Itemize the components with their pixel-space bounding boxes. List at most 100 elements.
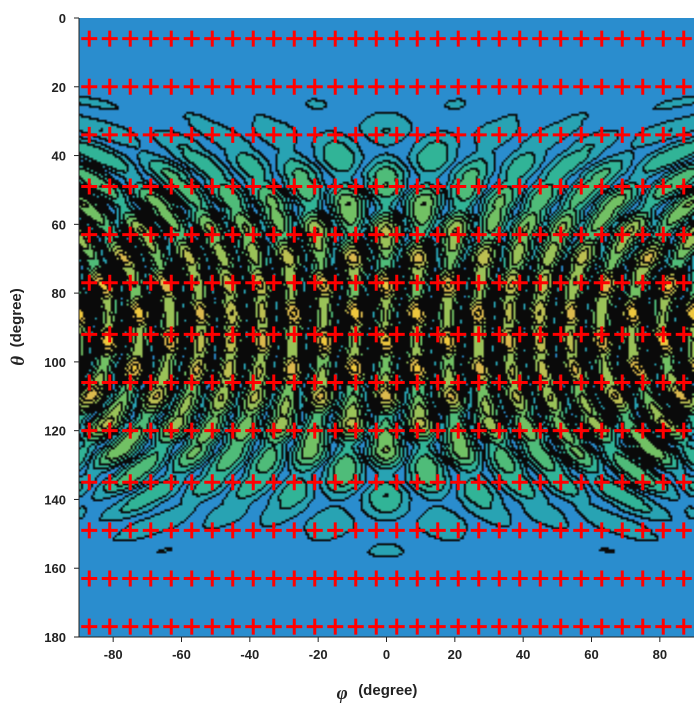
marker-plus (573, 274, 590, 291)
marker-plus (573, 570, 590, 587)
marker-plus (163, 30, 180, 47)
x-tick-label: 20 (448, 647, 462, 662)
marker-plus (286, 422, 303, 439)
marker-plus (122, 226, 139, 243)
marker-plus (183, 618, 200, 635)
marker-plus (368, 474, 385, 491)
marker-plus (552, 618, 569, 635)
marker-plus (593, 522, 610, 539)
marker-plus (81, 78, 98, 95)
marker-plus (470, 570, 487, 587)
marker-plus (429, 570, 446, 587)
marker-plus (81, 422, 98, 439)
marker-plus (347, 126, 364, 143)
marker-plus (593, 274, 610, 291)
marker-plus (265, 78, 282, 95)
marker-plus (183, 78, 200, 95)
marker-plus (573, 618, 590, 635)
marker-plus (470, 374, 487, 391)
marker-plus (388, 474, 405, 491)
marker-plus (204, 570, 221, 587)
marker-plus (265, 274, 282, 291)
marker-plus (491, 570, 508, 587)
marker-plus (450, 178, 467, 195)
marker-plus (593, 226, 610, 243)
marker-plus (614, 78, 631, 95)
marker-plus (634, 78, 651, 95)
marker-plus (552, 30, 569, 47)
marker-plus (122, 522, 139, 539)
marker-plus (532, 30, 549, 47)
marker-plus (655, 522, 672, 539)
marker-plus (593, 178, 610, 195)
marker-plus (306, 30, 323, 47)
marker-plus (429, 326, 446, 343)
marker-plus (388, 178, 405, 195)
marker-plus (286, 178, 303, 195)
marker-plus (552, 422, 569, 439)
marker-plus (101, 30, 118, 47)
marker-plus (532, 522, 549, 539)
marker-plus (286, 374, 303, 391)
y-tick-label: 140 (44, 492, 66, 507)
marker-plus (142, 474, 159, 491)
marker-plus (655, 570, 672, 587)
x-tick-label: 40 (516, 647, 530, 662)
marker-plus (81, 178, 98, 195)
marker-plus (614, 374, 631, 391)
x-tick-label: -60 (172, 647, 191, 662)
marker-plus (634, 178, 651, 195)
marker-plus (429, 474, 446, 491)
marker-plus (634, 474, 651, 491)
marker-plus (306, 422, 323, 439)
marker-plus (634, 422, 651, 439)
marker-plus (409, 570, 426, 587)
marker-plus (491, 30, 508, 47)
marker-plus (327, 226, 344, 243)
marker-plus (429, 30, 446, 47)
marker-plus (675, 126, 692, 143)
marker-plus (265, 178, 282, 195)
marker-plus (491, 326, 508, 343)
marker-plus (101, 274, 118, 291)
marker-plus (470, 274, 487, 291)
marker-plus (101, 326, 118, 343)
marker-plus (286, 474, 303, 491)
marker-plus (675, 326, 692, 343)
marker-plus (163, 374, 180, 391)
marker-plus (327, 570, 344, 587)
marker-plus (491, 78, 508, 95)
marker-plus (142, 422, 159, 439)
marker-plus (470, 422, 487, 439)
marker-plus (101, 422, 118, 439)
x-axis-label: φ (degree) (337, 682, 418, 704)
marker-plus (552, 570, 569, 587)
marker-plus (142, 522, 159, 539)
marker-plus (265, 326, 282, 343)
marker-plus (573, 422, 590, 439)
marker-plus (675, 274, 692, 291)
marker-plus (388, 78, 405, 95)
marker-plus (306, 570, 323, 587)
marker-plus (368, 422, 385, 439)
marker-plus (429, 78, 446, 95)
marker-plus (511, 126, 528, 143)
marker-plus (409, 474, 426, 491)
marker-plus (245, 618, 262, 635)
marker-plus (224, 474, 241, 491)
marker-plus (532, 274, 549, 291)
marker-plus (327, 274, 344, 291)
x-tick-label: -20 (309, 647, 328, 662)
marker-plus (327, 178, 344, 195)
marker-plus (409, 30, 426, 47)
marker-plus (429, 374, 446, 391)
marker-plus (573, 30, 590, 47)
y-tick-label: 120 (44, 424, 66, 439)
marker-plus (511, 374, 528, 391)
marker-plus (634, 326, 651, 343)
marker-plus (511, 522, 528, 539)
marker-plus (511, 274, 528, 291)
marker-plus (101, 126, 118, 143)
marker-plus (163, 422, 180, 439)
marker-plus (429, 178, 446, 195)
